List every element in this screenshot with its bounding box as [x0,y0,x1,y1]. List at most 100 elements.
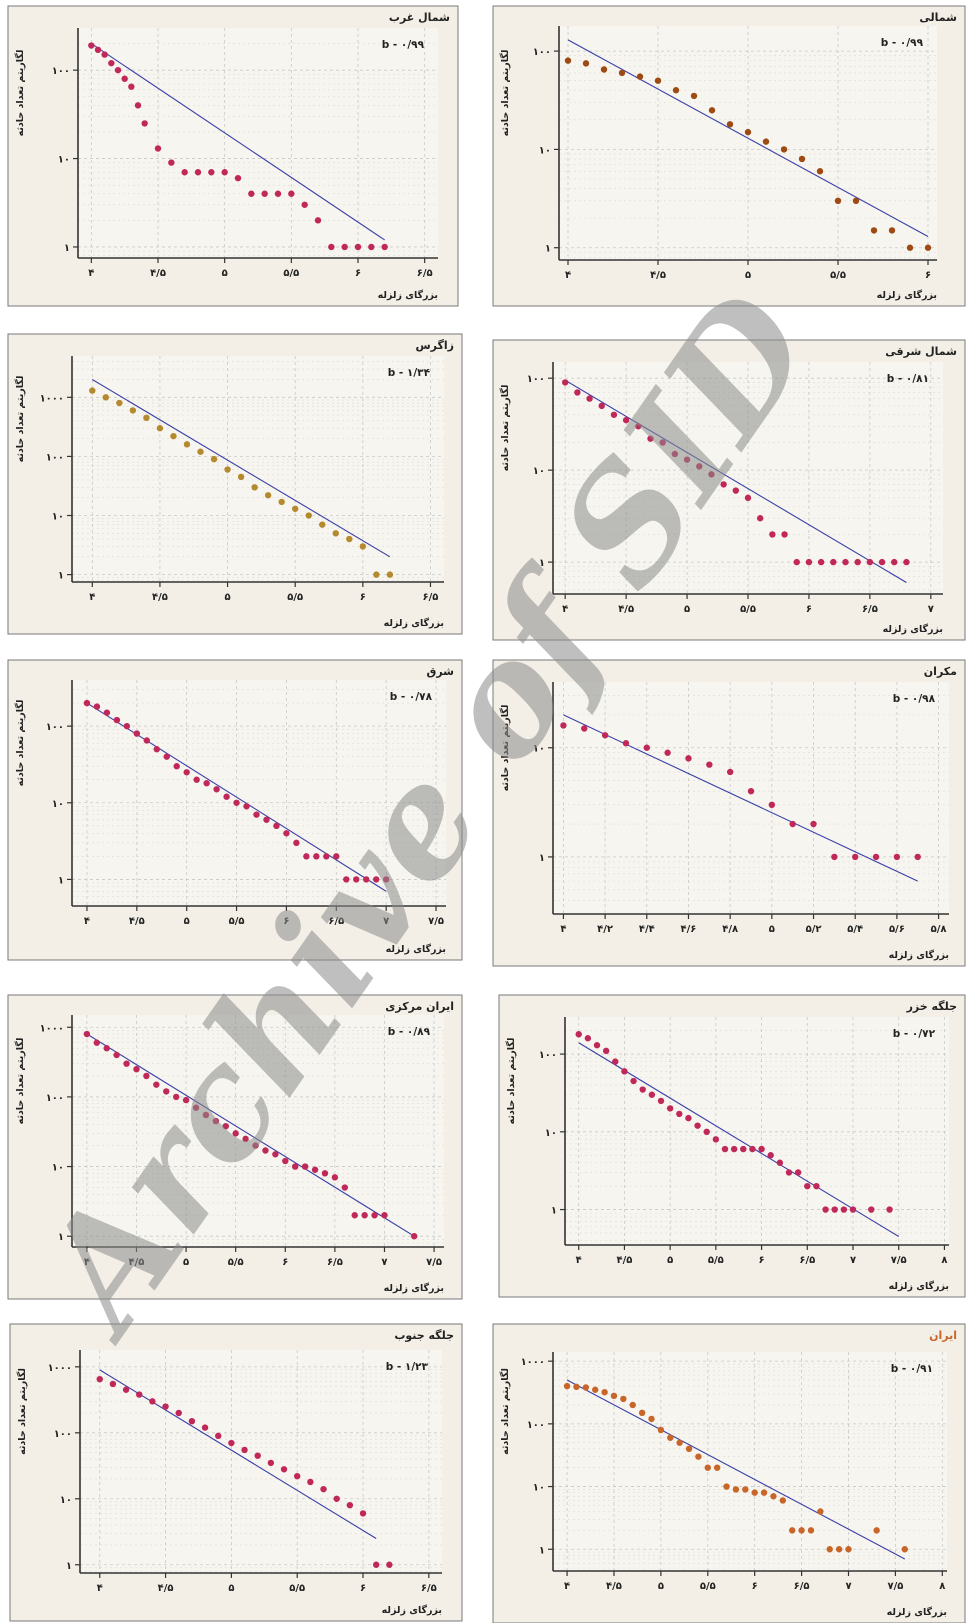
x-axis-label: بزرگای زلزله [384,617,444,629]
y-tick-label: ۱۰ [60,1495,72,1506]
y-tick-label: ۱۰ [52,1163,64,1174]
data-point [690,92,698,100]
x-axis-label: بزرگای زلزله [883,623,943,635]
y-tick-label: ۱۰ [58,155,70,166]
plot-area [80,1350,442,1573]
y-axis-label: لگاریتم تعداد حادثه [499,385,511,472]
data-point [878,558,886,566]
data-point [636,73,644,80]
y-axis-label: لگاریتم تعداد حادثه [14,376,26,463]
data-point [593,1042,601,1049]
data-point [253,811,260,818]
data-point [664,749,671,756]
plot-area [72,1015,444,1247]
data-point [744,494,752,502]
y-tick-label: ۱ [58,1232,64,1243]
regression-line [567,39,929,237]
data-point [133,730,141,737]
data-point [813,1182,820,1190]
data-point [685,1445,693,1453]
data-point [648,1415,655,1423]
data-point [600,66,608,73]
x-tick-label: ۶ [360,1583,366,1594]
data-point [149,1398,156,1405]
data-point [798,155,806,163]
data-point [831,1206,838,1213]
data-point [314,217,322,224]
data-point [272,1151,279,1158]
x-tick-label: ۶ [752,1581,758,1592]
data-point [212,1117,220,1125]
data-point [696,463,703,470]
data-point [381,243,388,251]
y-tick-label: ۱۰ [545,1128,557,1139]
data-point [222,1122,229,1130]
data-point [612,1058,619,1065]
data-point [776,1159,784,1166]
data-point [723,1483,730,1490]
data-point [83,699,91,707]
data-point [726,768,734,776]
y-tick-label: ۱۰۰ [46,1093,64,1104]
data-point [386,1561,393,1568]
chart-title: شرق [427,665,455,678]
data-point [769,531,776,538]
data-point [328,243,335,251]
data-point [242,1135,249,1143]
data-point [293,839,300,847]
x-tick-label: ۷/۵ [426,1257,442,1268]
data-point [732,487,740,494]
x-tick-label: ۷/۵ [428,916,444,927]
data-point [573,1383,580,1391]
b-value-label: b - ۰/۹۱ [891,1363,933,1375]
data-point [251,484,258,491]
data-point [123,1060,130,1067]
data-point [133,1065,140,1073]
x-axis-label: بزرگای زلزله [378,289,438,301]
y-tick-label: ۱۰ [533,1483,545,1494]
data-point [602,1047,610,1055]
data-point [267,1459,275,1467]
y-tick-label: ۱۰۰۰ [48,1363,72,1374]
data-point [331,1174,339,1181]
data-point [712,1136,720,1143]
x-tick-label: ۵/۵ [283,268,299,279]
data-point [313,853,320,860]
data-point [635,423,642,430]
data-point [153,1081,160,1088]
data-point [162,1403,169,1410]
data-point [817,558,825,566]
data-point [346,1501,354,1509]
data-point [301,1163,309,1170]
data-point [683,456,691,463]
x-tick-label: ۴ [565,270,571,281]
data-point [667,1434,674,1441]
data-point [620,1395,627,1403]
y-tick-label: ۱ [545,244,551,255]
regression-line [99,1369,377,1539]
data-point [170,432,177,440]
data-point [830,558,837,566]
data-point [248,190,255,197]
data-point [582,1384,590,1391]
data-point [237,473,245,481]
plot-area [72,680,446,906]
data-point [643,744,650,751]
data-point [96,1375,103,1383]
data-point [798,1527,805,1534]
x-tick-label: ۵/۵ [700,1581,716,1592]
data-point [252,1142,259,1149]
data-point [888,227,896,234]
y-tick-label: ۱۰ [52,799,64,810]
b-value-label: b - ۰/۷۸ [390,691,433,703]
data-point [93,703,101,710]
data-point [789,820,796,828]
x-axis-label: بزرگای زلزله [889,949,949,961]
data-point [647,435,654,442]
data-point [121,75,128,82]
data-point [103,709,111,716]
data-point [113,716,121,724]
x-tick-label: ۷ [383,916,389,927]
data-point [241,1446,248,1454]
